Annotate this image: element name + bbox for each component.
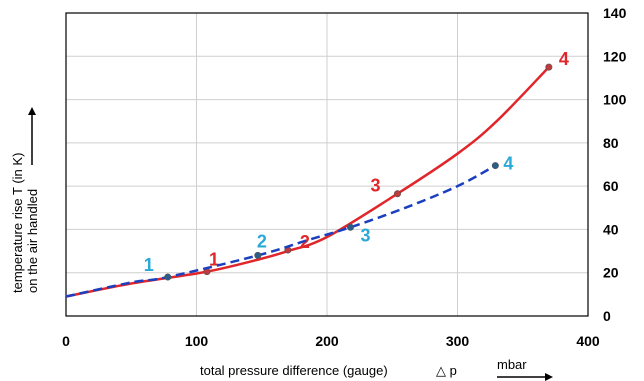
x-tick-label: 300 (446, 333, 470, 349)
y-tick-label: 80 (603, 135, 619, 151)
point-label: 4 (503, 154, 513, 174)
y-axis-title-line2: on the air handled (25, 189, 40, 293)
point-label: 1 (209, 250, 219, 270)
plot-frame (65, 12, 589, 317)
y-tick-label: 60 (603, 178, 619, 194)
data-point (393, 190, 401, 198)
y-axis-title-line1: temperature rise T (in K) (10, 153, 25, 293)
y-tick-label: 40 (603, 221, 619, 237)
data-point (254, 251, 262, 259)
x-axis-title: total pressure difference (gauge) (200, 363, 388, 378)
data-point (491, 162, 499, 170)
x-tick-label: 0 (62, 333, 70, 349)
y-tick-label: 120 (603, 48, 627, 64)
point-label: 3 (370, 176, 380, 196)
y-tick-label: 20 (603, 265, 619, 281)
point-label: 4 (559, 49, 569, 69)
y-tick-label: 100 (603, 92, 627, 108)
data-point (346, 223, 354, 231)
x-tick-label: 200 (315, 333, 339, 349)
data-point (545, 63, 553, 71)
x-arrow (497, 373, 553, 381)
x-axis-unit: mbar (497, 357, 527, 372)
y-tick-label: 140 (603, 5, 627, 21)
y-tick-label: 0 (603, 308, 611, 324)
plot-border (65, 12, 589, 317)
x-tick-labels: 0 100 200 300 400 (62, 333, 600, 349)
y-axis-title: temperature rise T (in K) on the air han… (10, 153, 40, 293)
series-line-1 (65, 66, 550, 298)
x-axis-symbol: △ p (436, 363, 457, 378)
x-tick-label: 400 (576, 333, 600, 349)
point-label: 3 (360, 225, 370, 245)
data-point (164, 273, 172, 281)
x-tick-label: 100 (185, 333, 209, 349)
point-label: 1 (144, 255, 154, 275)
y-arrow (28, 107, 36, 165)
point-label: 2 (257, 231, 267, 251)
y-tick-labels: 0 20 40 60 80 100 120 140 (603, 5, 627, 324)
series-line-2 (65, 164, 496, 298)
